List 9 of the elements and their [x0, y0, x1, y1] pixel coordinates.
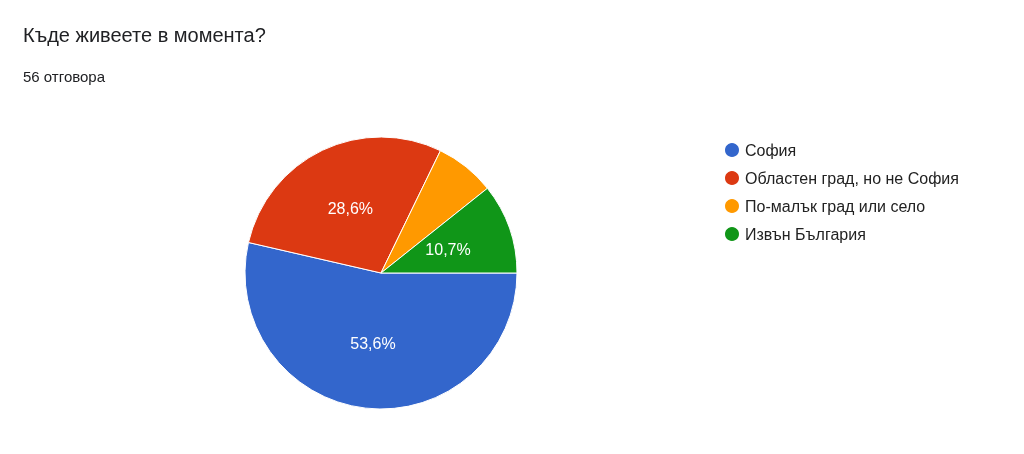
- legend-label: София: [745, 141, 797, 159]
- data-label: 53,6%: [350, 335, 396, 353]
- data-label: 28,6%: [327, 200, 374, 218]
- data-label: 10,7%: [425, 241, 471, 259]
- chart-title: Къде живеете в момента?: [23, 24, 266, 46]
- legend-label: По-малък град или село: [745, 197, 926, 215]
- text: 56 отговора: [23, 68, 106, 85]
- legend-label: Извън България: [745, 225, 866, 243]
- legend-label: Областен град, но не София: [745, 169, 959, 187]
